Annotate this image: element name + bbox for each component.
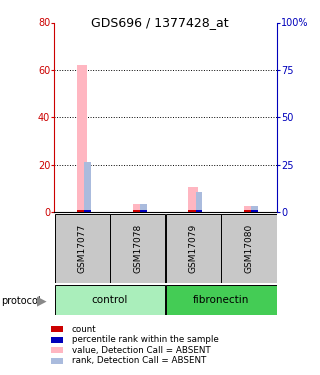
- Text: rank, Detection Call = ABSENT: rank, Detection Call = ABSENT: [72, 356, 206, 365]
- Text: ▶: ▶: [37, 294, 46, 307]
- Bar: [133, 210, 143, 212]
- Bar: [196, 192, 202, 212]
- Bar: [55, 285, 165, 315]
- Bar: [110, 214, 165, 283]
- Text: control: control: [92, 295, 128, 305]
- Text: GSM17080: GSM17080: [244, 224, 253, 273]
- Text: percentile rank within the sample: percentile rank within the sample: [72, 335, 219, 344]
- Bar: [221, 214, 276, 283]
- Bar: [140, 204, 147, 212]
- Text: value, Detection Call = ABSENT: value, Detection Call = ABSENT: [72, 346, 211, 355]
- Bar: [244, 206, 254, 212]
- Bar: [77, 210, 87, 212]
- Bar: [166, 285, 276, 315]
- Bar: [84, 210, 91, 212]
- Bar: [77, 65, 87, 212]
- Bar: [251, 210, 258, 212]
- Text: count: count: [72, 325, 97, 334]
- Text: GSM17077: GSM17077: [78, 224, 87, 273]
- Bar: [55, 214, 110, 283]
- Text: GSM17078: GSM17078: [133, 224, 142, 273]
- Bar: [133, 204, 143, 212]
- Text: fibronectin: fibronectin: [193, 295, 249, 305]
- Bar: [84, 162, 91, 212]
- Bar: [244, 210, 254, 212]
- Bar: [251, 206, 258, 212]
- Bar: [196, 210, 202, 212]
- Text: GSM17079: GSM17079: [189, 224, 198, 273]
- Text: protocol: protocol: [2, 296, 41, 306]
- Text: GDS696 / 1377428_at: GDS696 / 1377428_at: [91, 16, 229, 29]
- Bar: [188, 210, 198, 212]
- Bar: [140, 210, 147, 212]
- Bar: [188, 187, 198, 212]
- Bar: [166, 214, 221, 283]
